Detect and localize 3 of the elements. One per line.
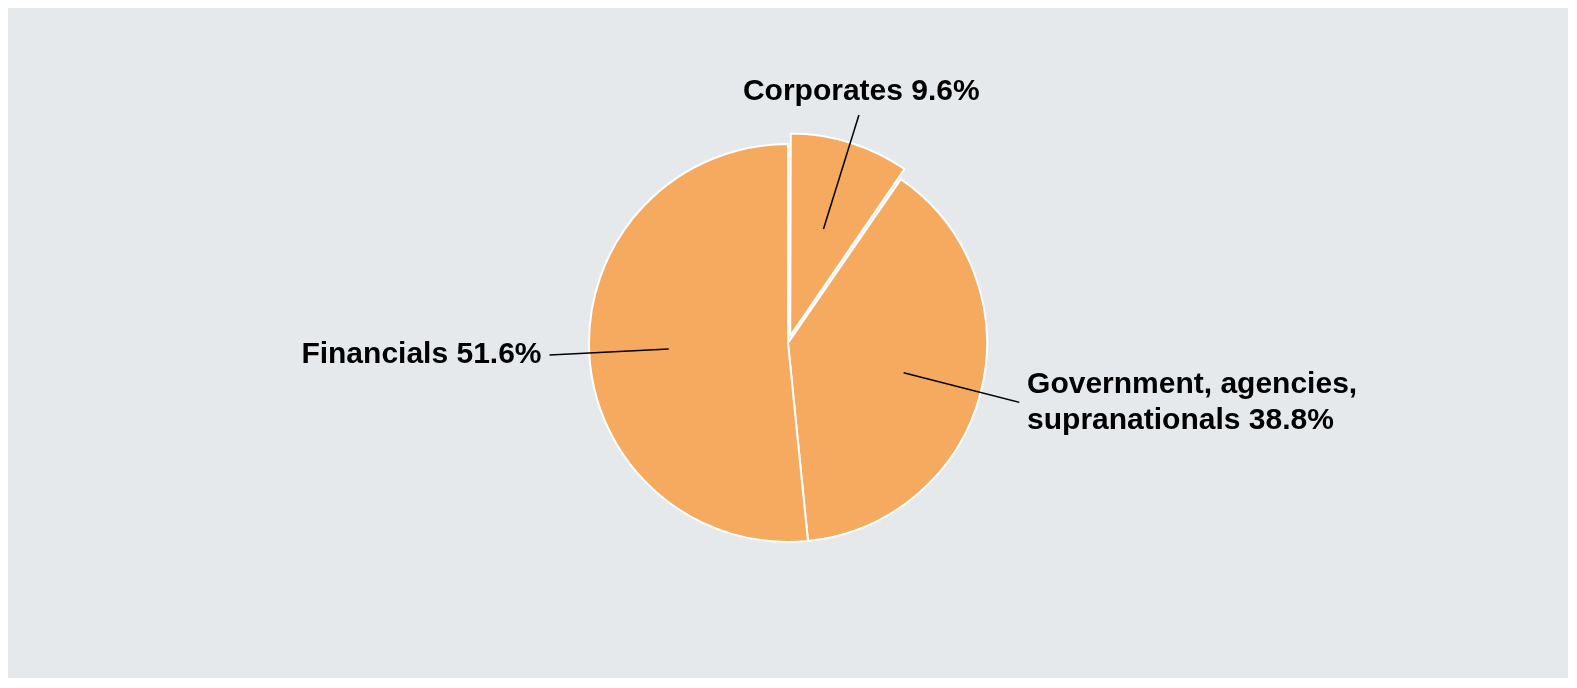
slice-label: Government, agencies, supranationals 38.8% [1027, 365, 1358, 435]
slice-label: Financials 51.6% [301, 336, 542, 370]
slice-label: Corporates 9.6% [742, 73, 980, 107]
